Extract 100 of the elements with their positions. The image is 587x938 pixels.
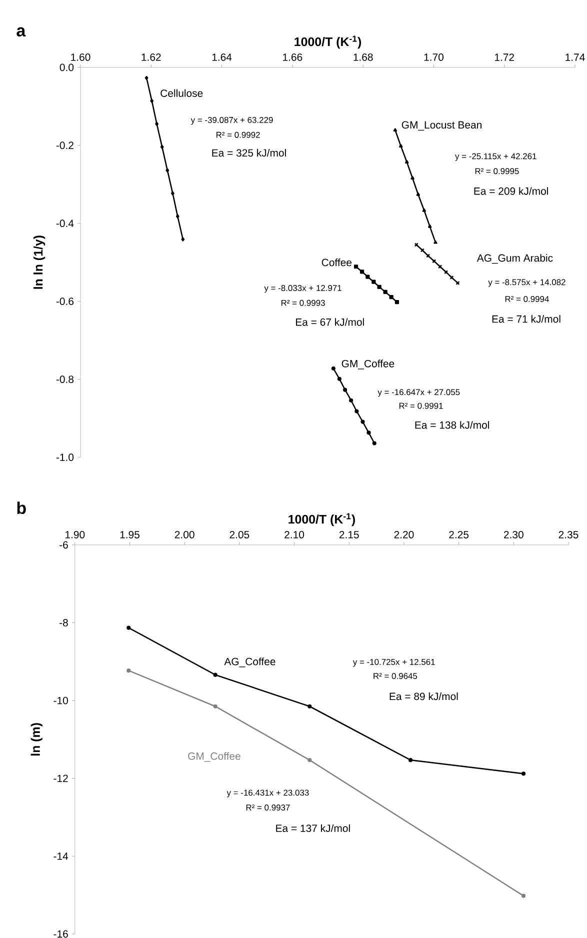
annotation: Ea = 71 kJ/mol: [492, 315, 560, 323]
point: [308, 704, 312, 708]
y-tick-label: -12: [54, 774, 68, 782]
point: [160, 144, 164, 149]
annotation: Ea = 325 kJ/mol: [212, 148, 286, 157]
point: [410, 176, 414, 180]
chart-title: b: [17, 502, 26, 514]
point: [366, 274, 370, 279]
x-tick-label: 1.62: [142, 53, 161, 61]
x-tick-label: 2.15: [339, 530, 359, 538]
point: [360, 270, 364, 274]
point: [422, 208, 426, 212]
annotation: Ea = 138 kJ/mol: [415, 421, 490, 429]
series-label: Coffee: [322, 258, 352, 266]
point: [126, 668, 131, 673]
annotation: y = -8.575x + 14.082: [488, 279, 566, 287]
point: [394, 300, 400, 304]
x-tick-label: 1.90: [66, 530, 85, 538]
x-tick-label: 1.60: [71, 53, 90, 61]
point: [434, 240, 438, 244]
point: [360, 420, 365, 424]
point: [308, 758, 312, 762]
point: [176, 214, 180, 218]
point: [150, 98, 154, 103]
annotation: R² = 0.9937: [246, 804, 290, 811]
point: [416, 192, 420, 196]
annotation: Ea = 89 kJ/mol: [390, 692, 458, 700]
y-tick-label: -10: [54, 696, 68, 704]
x-tick-label: 1.68: [354, 53, 373, 61]
y-tick-label: -0.4: [56, 220, 74, 228]
annotation: y = -8.033x + 12.971: [264, 285, 342, 293]
series-label: GM_Locust Bean: [402, 121, 482, 131]
annotation: y = -10.725x + 12.561: [352, 658, 435, 667]
point: [366, 430, 371, 435]
point: [372, 280, 376, 284]
point: [405, 160, 409, 164]
y-tick-label: -14: [54, 852, 68, 860]
point: [343, 388, 348, 392]
chart-title: a: [16, 27, 26, 37]
text: GM_Coffee: [188, 752, 240, 762]
x-tick-label: 2.35: [558, 530, 578, 538]
x-tick-label: 1.66: [283, 53, 302, 61]
x-tick-label: 2.05: [230, 530, 250, 538]
x-tick-label: 1.72: [494, 54, 514, 61]
point: [450, 275, 454, 280]
point: [389, 294, 394, 300]
x-tick-label: 1.74: [566, 54, 585, 61]
series-label: AG_Coffee: [224, 658, 276, 668]
x-tick-label: 1.70: [424, 53, 444, 61]
y-tick-label: -1.0: [56, 454, 74, 461]
y-tick-label: -0.2: [56, 142, 74, 150]
text: AG_Gum Arabic: [476, 254, 553, 264]
annotation: R² = 0.9992: [216, 132, 260, 138]
annotation: R² = 0.9994: [505, 296, 549, 302]
point: [170, 191, 174, 196]
point: [408, 758, 413, 762]
annotation: y = -16.647x + 27.055: [378, 389, 460, 397]
y-tick-label: 0.0: [60, 64, 74, 72]
annotation: R² = 0.9993: [281, 300, 325, 306]
point: [213, 704, 218, 708]
annotation: y = -16.431x + 23.033: [226, 790, 309, 798]
point: [354, 409, 359, 414]
point: [126, 626, 131, 630]
annotation: y = -25.115x + 42.261: [455, 153, 536, 161]
x-tick-label: 2.25: [449, 530, 469, 538]
point: [155, 122, 158, 126]
x-tick-label: 2.30: [504, 530, 524, 538]
point: [166, 168, 170, 172]
point: [432, 259, 436, 264]
point: [331, 366, 336, 370]
point: [521, 894, 526, 898]
x-axis-title: 1000/T (K$^{-1}$): [294, 36, 362, 49]
y-tick-label: -0.6: [56, 298, 74, 306]
annotation: Ea = 137 kJ/mol: [276, 824, 350, 832]
y-axis-title: ln ln (1/y): [33, 236, 46, 289]
point: [354, 264, 358, 269]
point: [521, 772, 526, 776]
annotation: R² = 0.9991: [399, 402, 443, 409]
x-tick-label: 2.20: [394, 530, 414, 538]
point: [428, 224, 432, 228]
y-tick-label: -6: [60, 541, 68, 549]
annotation: R² = 0.9995: [475, 168, 519, 174]
x-axis-title: 1000/T (K$^{-1}$): [288, 513, 355, 526]
annotation: Ea = 209 kJ/mol: [474, 187, 548, 195]
annotation: R² = 0.9645: [374, 673, 418, 680]
x-tick-label: 2.00: [174, 530, 194, 538]
point: [377, 284, 382, 289]
x-tick-label: 1.64: [212, 53, 232, 61]
y-tick-label: -16: [54, 930, 68, 938]
point: [349, 398, 354, 402]
annotation: Ea = 67 kJ/mol: [296, 318, 364, 326]
x-tick-label: 1.95: [120, 530, 140, 538]
point: [144, 76, 148, 80]
annotation: y = -39.087x + 63.229: [190, 116, 273, 125]
point: [181, 237, 185, 242]
y-tick-label: -0.8: [56, 376, 74, 384]
series-label: Cellulose: [160, 89, 203, 97]
point: [337, 376, 342, 381]
point: [383, 290, 388, 294]
y-axis-title: ln (m): [30, 723, 42, 756]
